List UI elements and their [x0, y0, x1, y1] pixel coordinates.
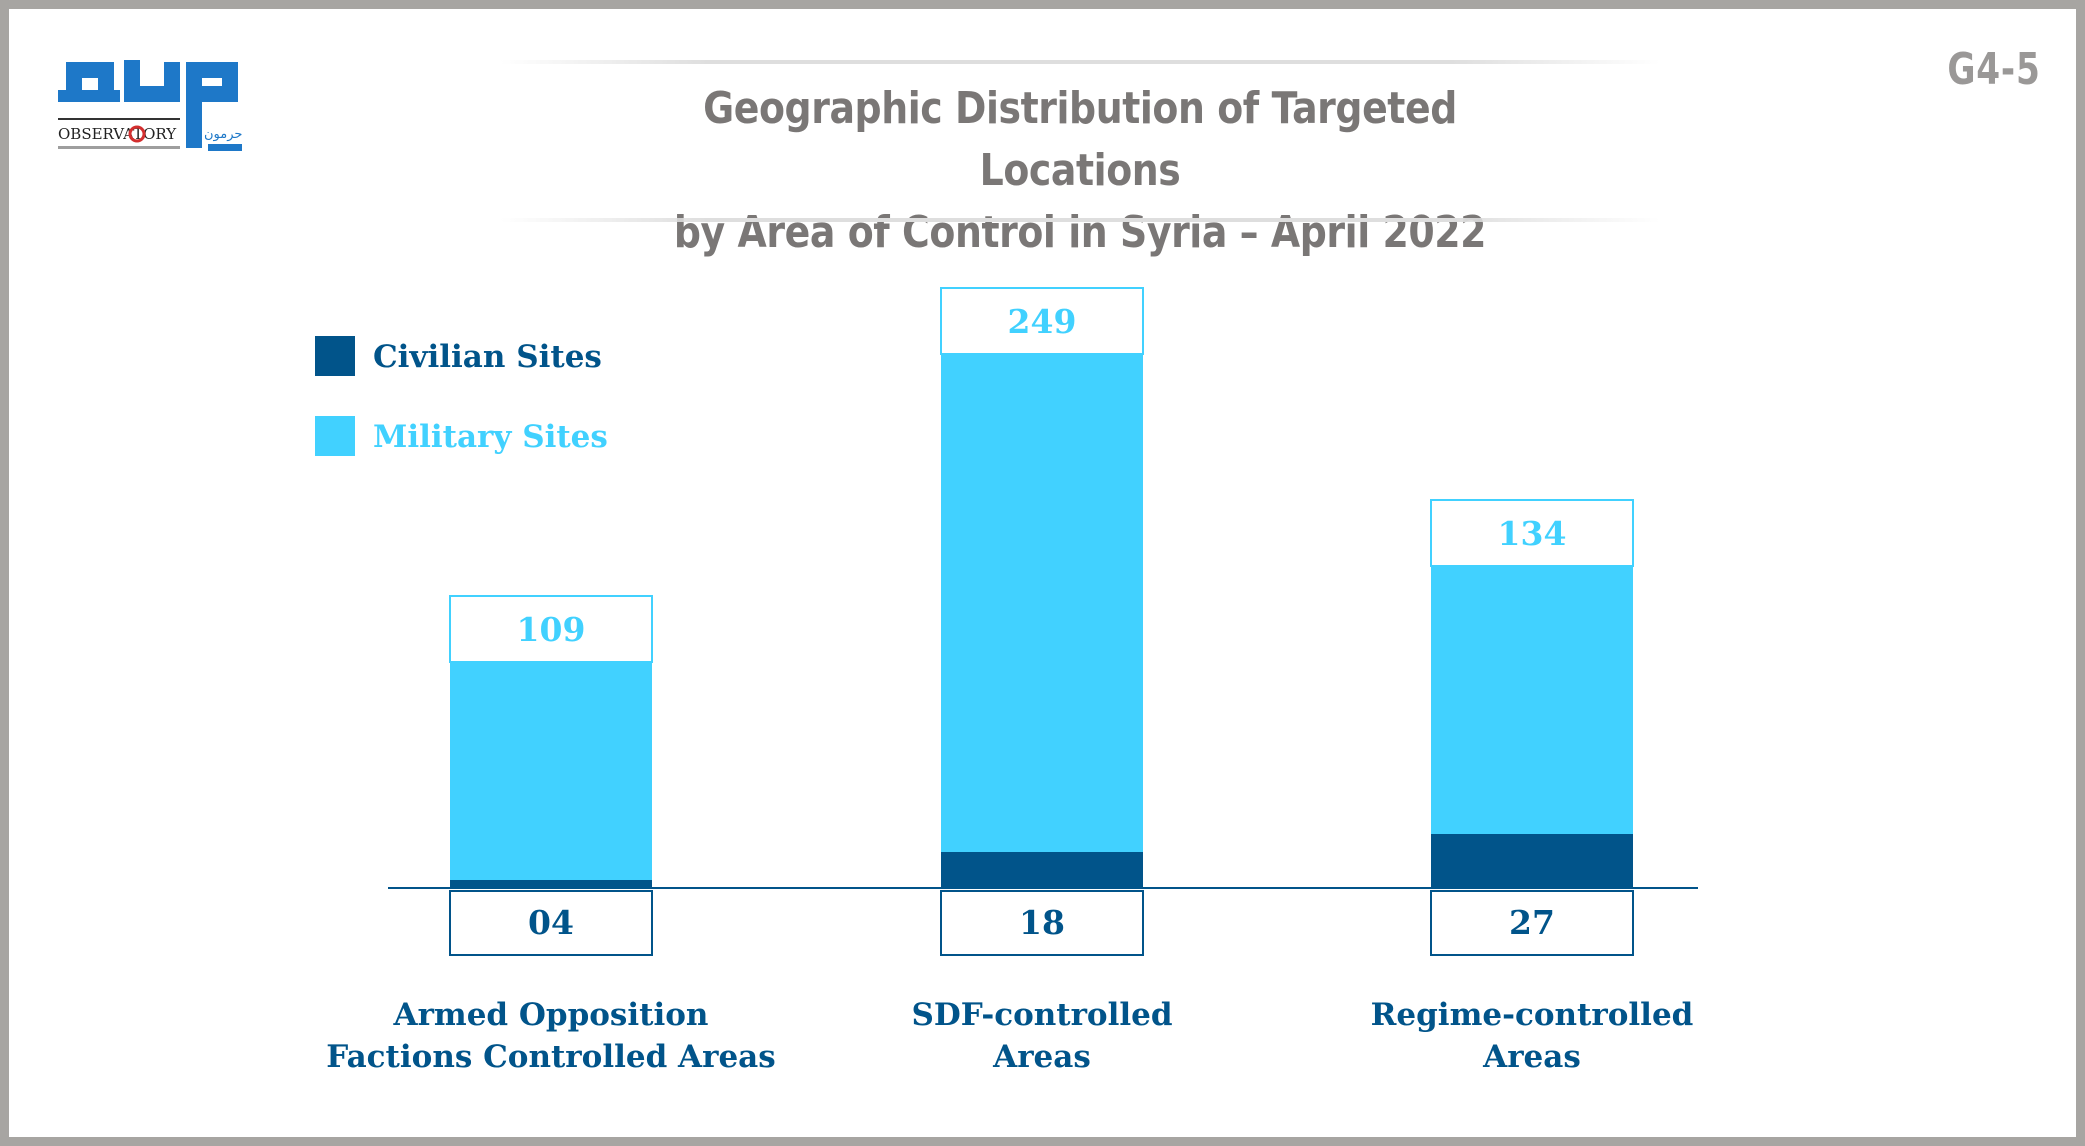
civilian-value-box-3: [1430, 890, 1634, 956]
bar-group-3: 134 27 Regime-controlled Areas: [1371, 499, 1694, 1075]
category-label-2-line-2: Areas: [992, 1039, 1091, 1075]
military-value-box-3: [1430, 499, 1634, 567]
civilian-value-box-1: [449, 890, 653, 956]
military-value-label-2: 249: [1008, 302, 1077, 341]
bar-military-2: [941, 354, 1143, 852]
legend-label-military: Military Sites: [373, 419, 608, 455]
civilian-value-label-1: 04: [528, 903, 574, 942]
civilian-value-box-2: [940, 890, 1144, 956]
bar-group-2: 249 18 SDF-controlled Areas: [911, 287, 1173, 1075]
category-label-2-line-1: SDF-controlled: [911, 997, 1172, 1033]
bar-civilian-1: [450, 880, 652, 888]
legend-swatch-civilian: [315, 336, 355, 376]
chart-title: Geographic Distribution of Targeted Loca…: [520, 78, 1640, 264]
title-bottom-rule: [500, 218, 1660, 222]
military-value-label-1: 109: [517, 610, 586, 649]
category-label-1-line-1: Armed Opposition: [393, 997, 709, 1033]
legend: Civilian Sites Military Sites: [315, 336, 608, 456]
bar-group-1: 109 04 Armed Opposition Factions Controlled…: [326, 595, 776, 1075]
category-label-3-line-1: Regime-controlled: [1371, 997, 1694, 1033]
logo-word: OBSERVATORY: [58, 125, 177, 143]
legend-label-civilian: Civilian Sites: [373, 339, 602, 375]
category-label-3-line-2: Areas: [1482, 1039, 1581, 1075]
military-value-box-1: [449, 595, 653, 663]
bar-civilian-3: [1431, 834, 1633, 888]
figure-code: G4-5: [1947, 44, 2041, 95]
military-value-label-3: 134: [1498, 514, 1567, 553]
observatory-logo: OBSERVATORY حرمون: [58, 56, 258, 156]
title-top-rule: [500, 60, 1660, 64]
chart-title-line-1: Geographic Distribution of Targeted Loca…: [703, 83, 1457, 196]
civilian-value-label-2: 18: [1019, 903, 1065, 942]
bar-military-3: [1431, 566, 1633, 834]
legend-swatch-military: [315, 416, 355, 456]
bar-civilian-2: [941, 852, 1143, 888]
chart-title-line-2: by Area of Control in Syria – April 2022: [673, 207, 1487, 258]
logo-arabic-sub: حرمون: [204, 127, 242, 142]
military-value-box-2: [940, 287, 1144, 355]
category-label-1-line-2: Factions Controlled Areas: [326, 1039, 775, 1075]
bar-military-1: [450, 662, 652, 880]
civilian-value-label-3: 27: [1509, 903, 1555, 942]
